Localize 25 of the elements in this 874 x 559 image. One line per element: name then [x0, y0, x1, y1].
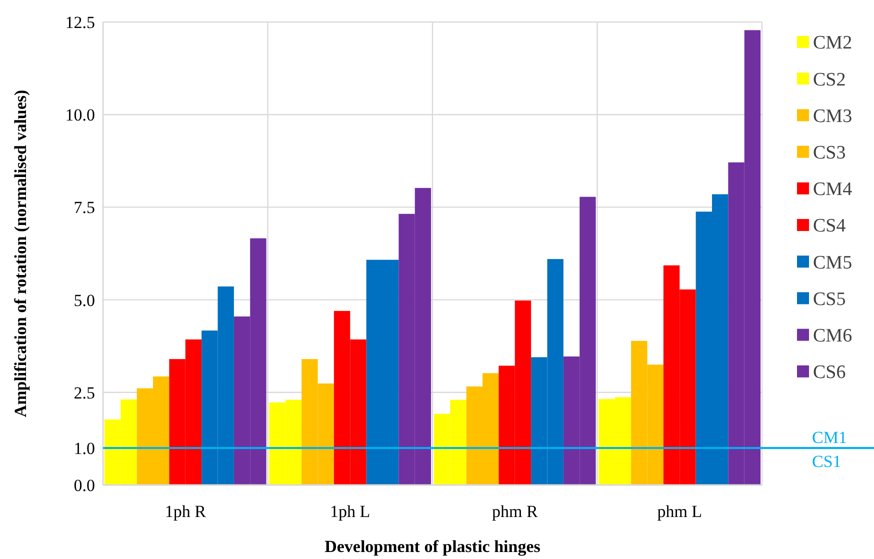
y-tick-label: 0.0: [74, 476, 95, 495]
legend-label: CS3: [813, 142, 846, 164]
legend-label: CS2: [813, 69, 846, 90]
y-tick-label: 1.0: [74, 438, 95, 458]
x-tick-label: 1ph L: [330, 502, 370, 521]
legend-label: CM4: [813, 179, 853, 200]
y-axis-title: Amplification of rotation (normalised values): [11, 90, 30, 418]
legend-label: CS5: [813, 288, 846, 310]
x-tick-label: phm R: [492, 502, 538, 521]
y-tick-label: 2.5: [74, 383, 95, 402]
y-tick-label: 5.0: [74, 290, 95, 310]
ref-line-label: CM1: [812, 428, 847, 447]
legend-label: CM6: [813, 325, 852, 346]
annotation: CS1: [812, 452, 842, 471]
legend-label: CS6: [813, 362, 846, 384]
legend-label: CM5: [813, 252, 852, 274]
y-tick-label: 7.5: [74, 198, 95, 218]
y-tick-label: 12.5: [65, 12, 95, 32]
legend-label: CS4: [813, 216, 846, 237]
x-tick-label: 1ph R: [164, 502, 207, 521]
legend-label: CM3: [813, 106, 852, 127]
x-axis-title: Development of plastic hinges: [324, 537, 541, 556]
y-tick-label: 10.0: [65, 106, 95, 125]
x-tick-label: phm L: [657, 502, 702, 521]
legend-label: CM2: [813, 32, 852, 54]
